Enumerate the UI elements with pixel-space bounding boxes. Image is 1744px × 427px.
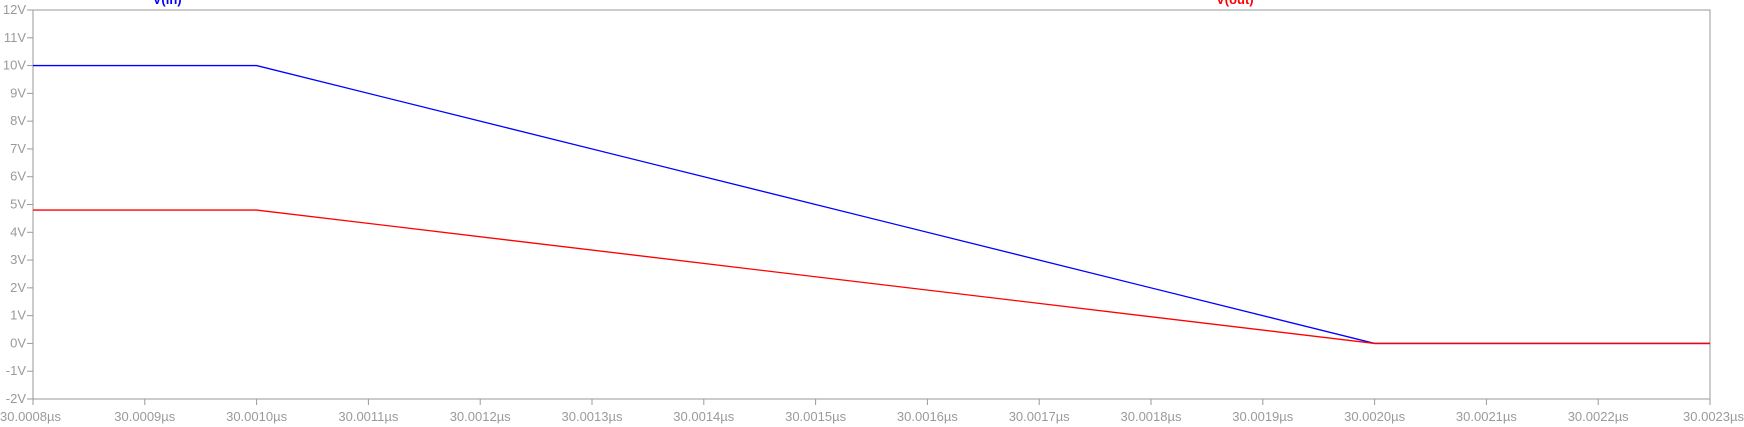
y-tick-label: 10V	[3, 58, 26, 73]
y-tick-label: 9V	[10, 85, 26, 100]
y-tick-label: 6V	[10, 169, 26, 184]
y-tick-label: 8V	[10, 113, 26, 128]
plot-area-border	[32, 9, 1711, 400]
y-tick-label: 0V	[10, 335, 26, 350]
x-tick-label: 30.0014µs	[673, 409, 734, 424]
x-tick-label: 30.0012µs	[450, 409, 511, 424]
y-tick-label: 5V	[10, 197, 26, 212]
series-line-vout	[33, 209, 1710, 345]
y-tick-label: 4V	[10, 224, 26, 239]
x-tick-label: 30.0022µs	[1568, 409, 1629, 424]
y-tick-label: 7V	[10, 141, 26, 156]
x-tick-label: 30.0016µs	[897, 409, 958, 424]
x-tick-label: 30.0020µs	[1344, 409, 1405, 424]
y-tick-label: -2V	[6, 391, 27, 406]
y-tick-label: 1V	[10, 308, 26, 323]
x-tick-label: 30.0009µs	[114, 409, 175, 424]
x-tick-label: 30.0010µs	[226, 409, 287, 424]
x-tick-label: 30.0015µs	[785, 409, 846, 424]
x-tick-label: 30.0011µs	[338, 409, 399, 424]
x-tick-label: 30.0008µs	[0, 409, 61, 424]
x-tick-label: 30.0018µs	[1121, 409, 1182, 424]
legend-entry-vin[interactable]: V(in)	[153, 0, 182, 7]
x-axis: 30.0008µs 30.0009µs 30.0010µs 30.0011µs 30.0…	[0, 399, 1744, 424]
series-layer	[33, 64, 1710, 345]
series-line-vin	[33, 64, 1710, 345]
legend-entry-vout[interactable]: V(out)	[1216, 0, 1254, 7]
x-tick-label: 30.0019µs	[1232, 409, 1293, 424]
y-tick-label: 3V	[10, 252, 26, 267]
legend: V(in) V(out)	[153, 0, 1254, 7]
x-tick-label: 30.0017µs	[1009, 409, 1070, 424]
x-tick-label: 30.0023µs	[1683, 409, 1744, 424]
x-tick-label: 30.0021µs	[1456, 409, 1517, 424]
x-tick-label: 30.0013µs	[562, 409, 623, 424]
y-tick-label: 11V	[4, 30, 26, 45]
y-tick-label: 12V	[3, 2, 26, 17]
y-tick-label: 2V	[10, 280, 26, 295]
y-axis: -2V -1V 0V 1V 2V 3V 4V 5V 6V 7V 8V 9V 10V 11V 12V	[3, 2, 33, 406]
y-tick-label: -1V	[6, 363, 27, 378]
